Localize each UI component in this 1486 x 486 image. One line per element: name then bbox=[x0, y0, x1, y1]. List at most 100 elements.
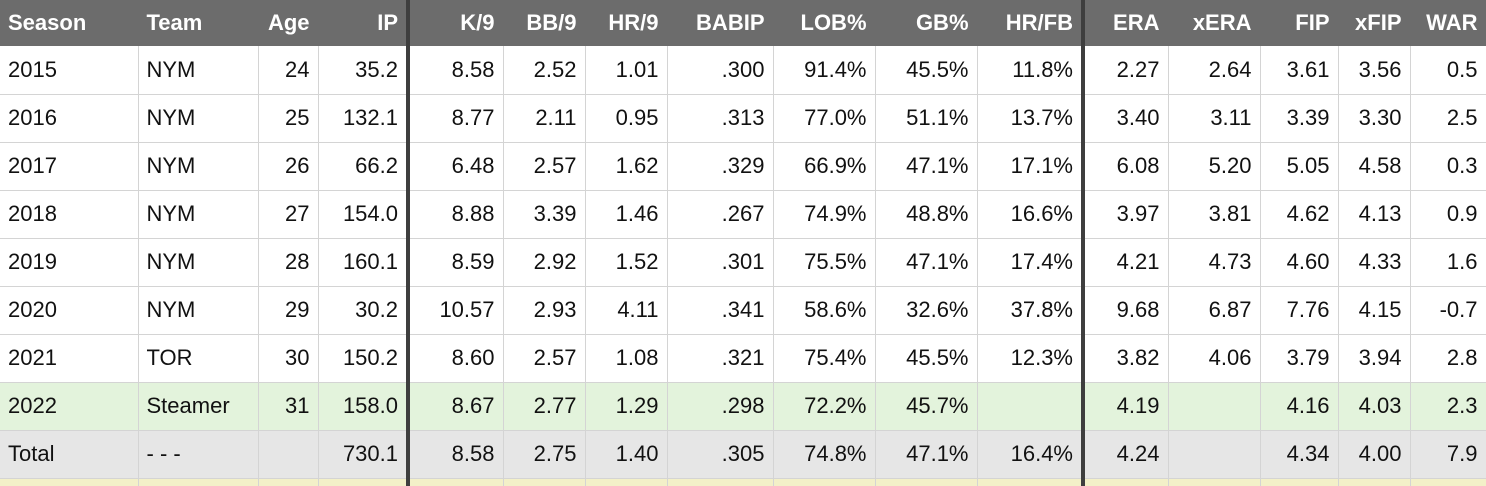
cell-hr9: 1.40 bbox=[585, 430, 668, 479]
cell-hr9: 4.11 bbox=[585, 286, 668, 335]
cell-lob: 72.2% bbox=[773, 382, 876, 431]
header-row: Season Team Age IP K/9 BB/9 HR/9 BABIP L… bbox=[0, 0, 1486, 46]
cell-hr9: 1.29 bbox=[585, 382, 668, 431]
col-header-hrfb[interactable]: HR/FB bbox=[977, 0, 1085, 46]
cell-k9: 8.58 bbox=[408, 430, 504, 479]
cell-team: Steamer bbox=[138, 382, 259, 431]
cell-xfip: 3.56 bbox=[1338, 46, 1411, 95]
cell-xera: 3.11 bbox=[1168, 94, 1261, 143]
cell-ip: 30.2 bbox=[318, 286, 410, 335]
col-header-war[interactable]: WAR bbox=[1410, 0, 1486, 46]
col-header-fip[interactable]: FIP bbox=[1260, 0, 1339, 46]
col-header-bb9[interactable]: BB/9 bbox=[503, 0, 586, 46]
cell-gb: 47.1% bbox=[875, 238, 978, 287]
col-header-gb[interactable]: GB% bbox=[875, 0, 978, 46]
col-header-babip[interactable]: BABIP bbox=[667, 0, 774, 46]
cell-lob: 74.8% bbox=[773, 430, 876, 479]
cell-xfip: 3.30 bbox=[1338, 94, 1411, 143]
cell-bb9: 2.52 bbox=[503, 46, 586, 95]
cell-gb: 32.6% bbox=[875, 286, 978, 335]
cell-team: - - - bbox=[138, 430, 259, 479]
total-row: Total - - - 730.1 8.58 2.75 1.40.305 74.8% 47.1… bbox=[0, 430, 1486, 479]
col-header-hr9[interactable]: HR/9 bbox=[585, 0, 668, 46]
cell-k9: 8.60 bbox=[408, 334, 504, 383]
cell-season: 2022 bbox=[0, 382, 139, 431]
cell-team: NYM bbox=[138, 286, 259, 335]
cell-bb9: 2.11 bbox=[503, 94, 586, 143]
cell-xera: 4.73 bbox=[1168, 238, 1261, 287]
cell-gb: 45.7% bbox=[875, 382, 978, 431]
cell-babip: .300 bbox=[667, 46, 774, 95]
cell-xfip: 4.13 bbox=[1338, 190, 1411, 239]
col-header-xfip[interactable]: xFIP bbox=[1338, 0, 1411, 46]
cell-xfip: 4.58 bbox=[1338, 142, 1411, 191]
col-header-k9[interactable]: K/9 bbox=[408, 0, 504, 46]
cell-war: 0.3 bbox=[1410, 142, 1486, 191]
cell-hrfb: 17.1% bbox=[977, 142, 1085, 191]
cell-season: 2020 bbox=[0, 286, 139, 335]
cell-hrfb: 16.4% bbox=[977, 430, 1085, 479]
cell-ip: 160.1 bbox=[318, 238, 410, 287]
cell-hrfb: 12.3% bbox=[977, 334, 1085, 383]
table-row: 2018 NYM 27 154.0 8.88 3.39 1.46.267 74.9% 48.8%… bbox=[0, 190, 1486, 239]
cell-bb9: 2.92 bbox=[503, 238, 586, 287]
cell-hrfb: 11.8% bbox=[977, 46, 1085, 95]
cell-war: 2.8 bbox=[1410, 334, 1486, 383]
cell-war: 1.6 bbox=[1410, 238, 1486, 287]
cell-bb9: 2.75 bbox=[503, 430, 586, 479]
cell-age: 30 bbox=[258, 334, 319, 383]
cell-hr9: 0.95 bbox=[585, 94, 668, 143]
cell-xfip: 3.94 bbox=[1338, 334, 1411, 383]
cell-bb9: 3.39 bbox=[503, 190, 586, 239]
cell-age bbox=[258, 430, 319, 479]
cell-age: 31 bbox=[258, 382, 319, 431]
cell-lob: 66.9% bbox=[773, 142, 876, 191]
cell-age: 27 bbox=[258, 190, 319, 239]
projection-row: 2022 Steamer 31 158.0 8.67 2.77 1.29.298 72.2% 4… bbox=[0, 382, 1486, 431]
cell-hrfb bbox=[977, 382, 1085, 431]
cell-age: 24 bbox=[258, 46, 319, 95]
cell-hrfb: 13.7% bbox=[977, 94, 1085, 143]
col-header-ip[interactable]: IP bbox=[318, 0, 410, 46]
cell-k9: 8.59 bbox=[408, 238, 504, 287]
cell-team: NYM bbox=[138, 190, 259, 239]
cell-war: 0.9 bbox=[1410, 190, 1486, 239]
cell-team: NYM bbox=[138, 94, 259, 143]
table-row: 2017 NYM 26 66.2 6.48 2.57 1.62.329 66.9% 47.1% 1… bbox=[0, 142, 1486, 191]
cell-fip: 3.61 bbox=[1260, 46, 1339, 95]
cell-gb: 45.5% bbox=[875, 46, 978, 95]
cell-babip: .313 bbox=[667, 94, 774, 143]
col-header-lob[interactable]: LOB% bbox=[773, 0, 876, 46]
cell-lob: 74.9% bbox=[773, 190, 876, 239]
cell-fip: 5.05 bbox=[1260, 142, 1339, 191]
cell-lob: 91.4% bbox=[773, 46, 876, 95]
cell-war: 2.3 bbox=[1410, 382, 1486, 431]
cell-xera: 4.06 bbox=[1168, 334, 1261, 383]
cell-gb: 48.8% bbox=[875, 190, 978, 239]
cell-age: 25 bbox=[258, 94, 319, 143]
cell-xera: 6.87 bbox=[1168, 286, 1261, 335]
cell-babip: .305 bbox=[667, 430, 774, 479]
col-header-team[interactable]: Team bbox=[138, 0, 259, 46]
col-header-season[interactable]: Season bbox=[0, 0, 139, 46]
cell-bb9: 2.57 bbox=[503, 334, 586, 383]
cell-era: 3.82 bbox=[1083, 334, 1169, 383]
cell-xfip: 4.03 bbox=[1338, 382, 1411, 431]
col-header-xera[interactable]: xERA bbox=[1168, 0, 1261, 46]
cell-season: 2019 bbox=[0, 238, 139, 287]
cell-ip: 132.1 bbox=[318, 94, 410, 143]
col-header-age[interactable]: Age bbox=[258, 0, 319, 46]
cell-season: 2017 bbox=[0, 142, 139, 191]
cell-xfip: 4.00 bbox=[1338, 430, 1411, 479]
cell-era: 4.24 bbox=[1083, 430, 1169, 479]
cell-k9: 8.77 bbox=[408, 94, 504, 143]
cell-era: 3.40 bbox=[1083, 94, 1169, 143]
col-header-era[interactable]: ERA bbox=[1083, 0, 1169, 46]
cell-bb9: 2.77 bbox=[503, 382, 586, 431]
cell-xera: 5.20 bbox=[1168, 142, 1261, 191]
cell-age: 26 bbox=[258, 142, 319, 191]
cell-fip: 7.76 bbox=[1260, 286, 1339, 335]
cell-lob: 58.6% bbox=[773, 286, 876, 335]
cell-xfip: 4.15 bbox=[1338, 286, 1411, 335]
cell-season: 2016 bbox=[0, 94, 139, 143]
